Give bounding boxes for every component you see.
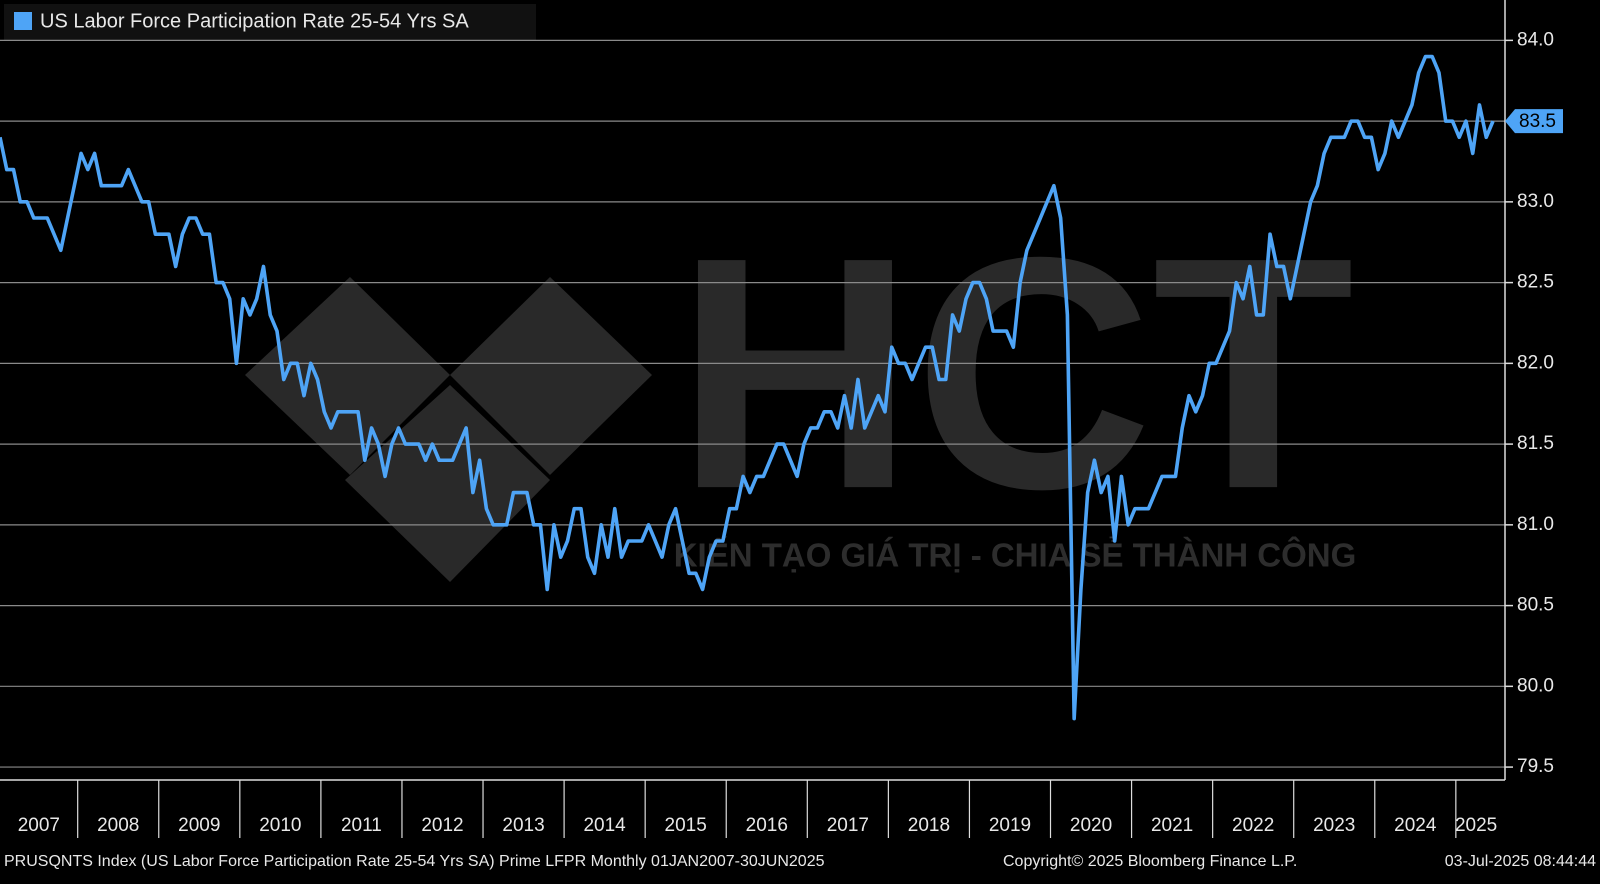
legend-box bbox=[4, 4, 536, 40]
x-tick-label: 2008 bbox=[97, 815, 139, 836]
last-value-label: 83.5 bbox=[1519, 111, 1556, 132]
y-tick-label: 81.5 bbox=[1517, 433, 1554, 454]
x-tick-label: 2009 bbox=[178, 815, 220, 836]
x-tick-label: 2014 bbox=[583, 815, 626, 836]
x-tick-label: 2007 bbox=[18, 815, 60, 836]
legend-swatch bbox=[14, 12, 32, 30]
x-tick-label: 2010 bbox=[259, 815, 301, 836]
x-tick-label: 2025 bbox=[1455, 815, 1497, 836]
x-tick-label: 2013 bbox=[502, 815, 544, 836]
watermark-slogan: KIẾN TẠO GIÁ TRỊ - CHIA SẺ THÀNH CÔNG bbox=[674, 536, 1357, 574]
legend-label: US Labor Force Participation Rate 25-54 … bbox=[40, 10, 469, 32]
x-tick-label: 2015 bbox=[665, 815, 707, 836]
x-tick-label: 2019 bbox=[989, 815, 1031, 836]
x-tick-label: 2016 bbox=[746, 815, 788, 836]
y-tick-label: 80.5 bbox=[1517, 595, 1554, 616]
x-tick-label: 2012 bbox=[421, 815, 463, 836]
watermark-diamond bbox=[450, 277, 652, 475]
x-tick-label: 2017 bbox=[827, 815, 869, 836]
y-tick-label: 84.0 bbox=[1517, 29, 1554, 50]
x-tick-label: 2023 bbox=[1313, 815, 1355, 836]
y-tick-label: 83.0 bbox=[1517, 191, 1554, 212]
series-line bbox=[0, 54, 1495, 721]
x-tick-label: 2020 bbox=[1070, 815, 1112, 836]
y-tick-label: 81.0 bbox=[1517, 514, 1554, 535]
watermark: HCT KIẾN TẠO GIÁ TRỊ - CHIA SẺ THÀNH CÔN… bbox=[245, 188, 1356, 582]
y-tick-label: 82.5 bbox=[1517, 272, 1554, 293]
y-tick-label: 80.0 bbox=[1517, 675, 1554, 696]
last-value-tag bbox=[1505, 109, 1563, 134]
watermark-logo: HCT bbox=[676, 188, 1354, 557]
x-tick-label: 2024 bbox=[1394, 815, 1437, 836]
x-tick-label: 2021 bbox=[1151, 815, 1193, 836]
y-tick-label: 79.5 bbox=[1517, 756, 1554, 777]
x-tick-label: 2018 bbox=[908, 815, 950, 836]
y-tick-label: 82.0 bbox=[1517, 352, 1554, 373]
watermark-diamond bbox=[245, 277, 450, 475]
footer-timestamp: 03-Jul-2025 08:44:44 bbox=[1445, 853, 1596, 870]
footer-description: PRUSQNTS Index (US Labor Force Participa… bbox=[4, 853, 825, 870]
x-tick-label: 2011 bbox=[341, 815, 382, 836]
footer-copyright: Copyright© 2025 Bloomberg Finance L.P. bbox=[1003, 853, 1297, 870]
x-tick-label: 2022 bbox=[1232, 815, 1274, 836]
